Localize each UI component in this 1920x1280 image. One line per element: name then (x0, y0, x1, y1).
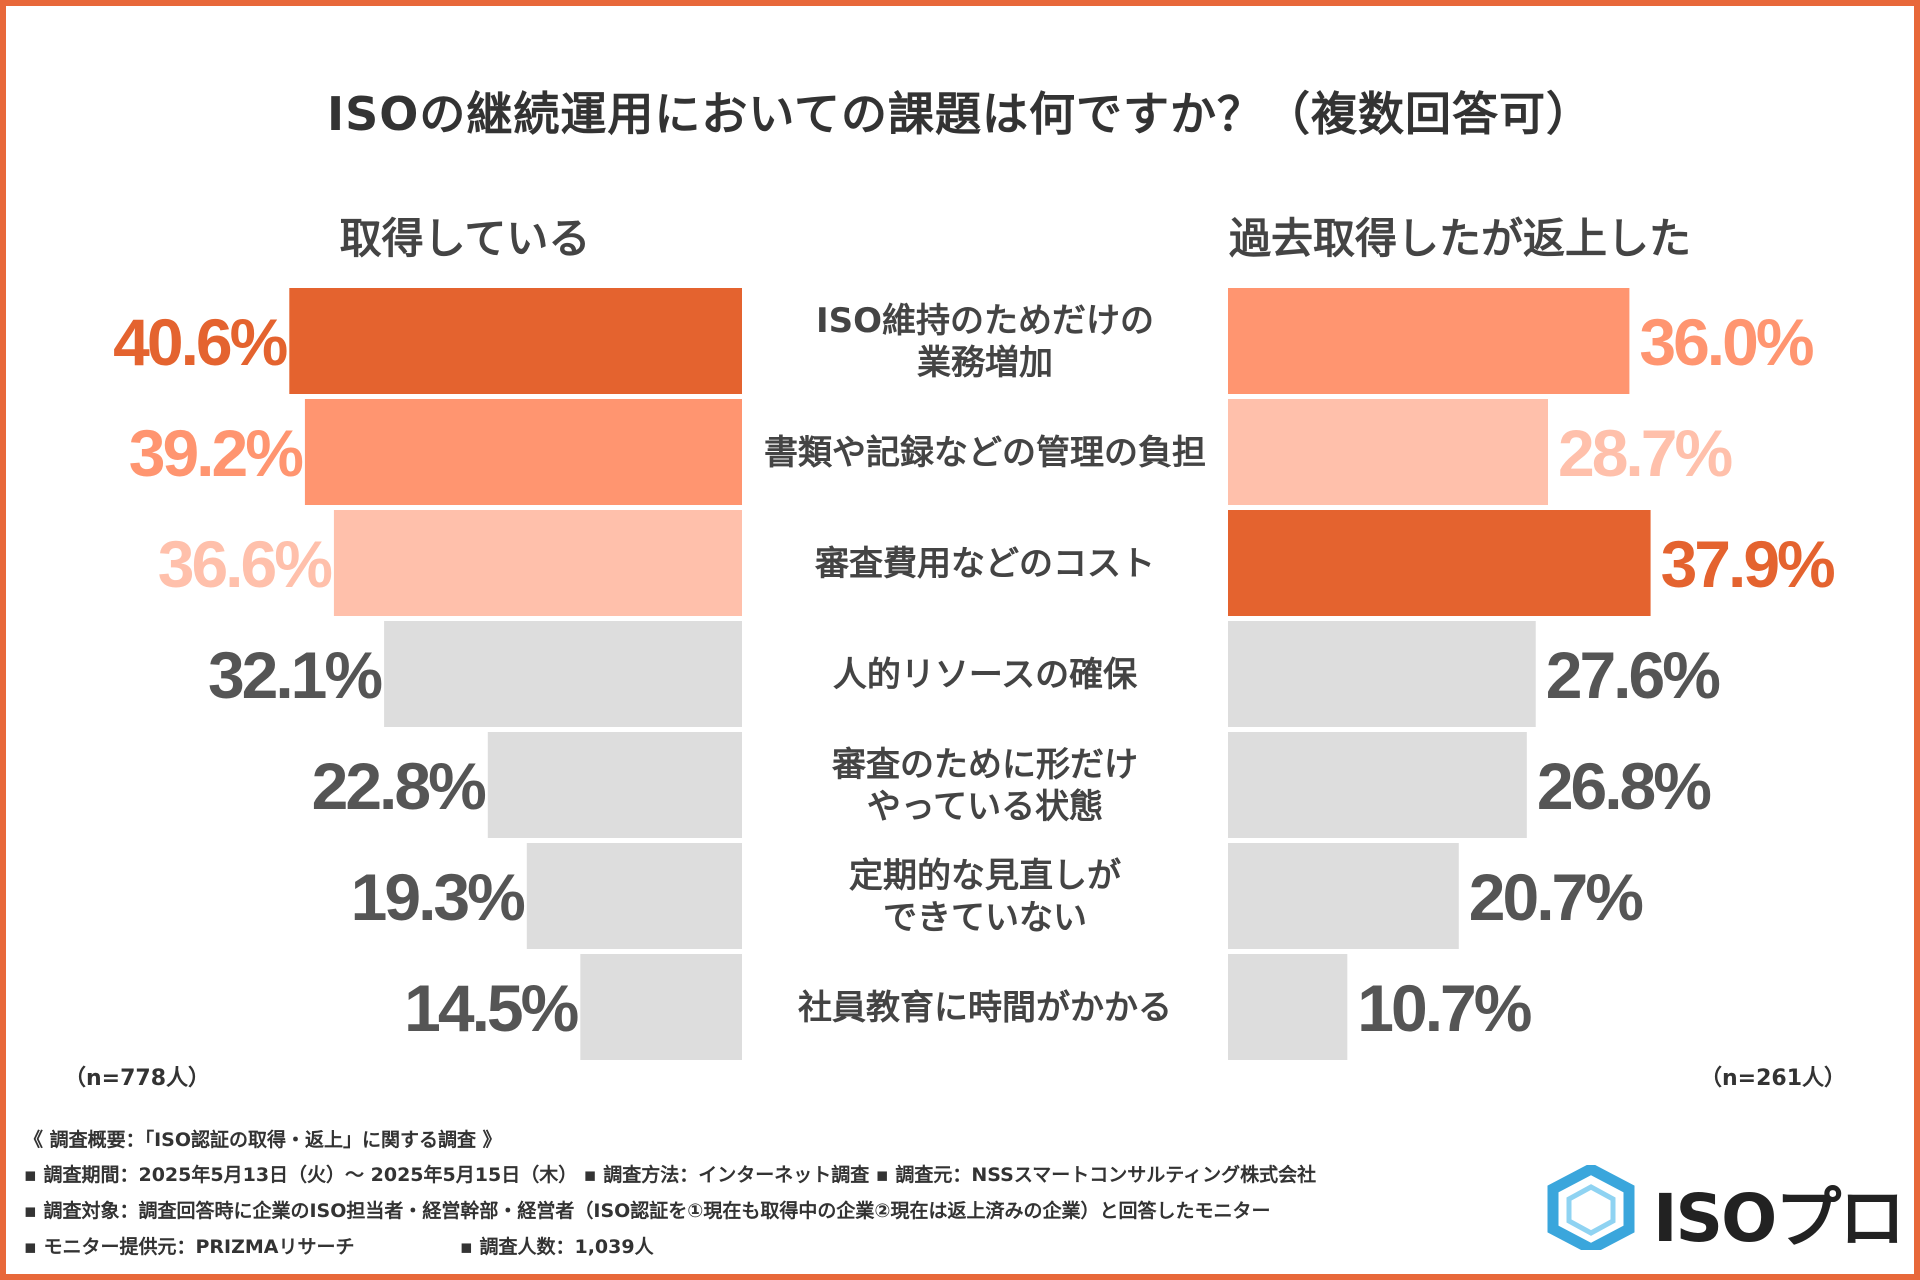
hexagon-icon (1547, 1165, 1635, 1250)
category-label: 人的リソースの確保 (833, 655, 1138, 695)
logo-text: ISOプロ (1653, 1180, 1905, 1257)
right-value-label: 10.7% (1357, 971, 1530, 1045)
left-bar (580, 954, 742, 1060)
left-bar (333, 510, 742, 616)
left-bar (384, 621, 742, 727)
left-value-label: 32.1% (208, 638, 381, 712)
category-label: 審査のために形だけ (831, 745, 1138, 785)
left-bar (289, 288, 742, 394)
category-label: 社員教育に時間がかかる (798, 988, 1172, 1028)
survey-period-line: ▪ 調査期間：2025年5月13日（火）～ 2025年5月15日（木） ▪ 調査… (24, 1164, 1317, 1186)
left-bar (487, 732, 742, 838)
chart-title: ISOの継続運用においての課題は何ですか？（複数回答可） (327, 87, 1593, 141)
category-label: 書類や記録などの管理の負担 (764, 433, 1206, 473)
survey-target-line: ▪ 調査対象：調査回答時に企業のISO担当者・経営幹部・経営者（ISO認証を①現… (24, 1200, 1271, 1222)
left-value-label: 14.5% (404, 971, 577, 1045)
left-value-label: 22.8% (312, 749, 485, 823)
right-bar (1228, 288, 1630, 394)
left-series-heading: 取得している (339, 214, 591, 263)
right-value-label: 27.6% (1546, 638, 1719, 712)
right-sample-size: （n=261人） (1700, 1066, 1847, 1091)
right-bar (1228, 399, 1549, 505)
category-label: できていない (883, 898, 1087, 938)
left-bar (526, 843, 742, 949)
right-bar (1228, 621, 1536, 727)
right-bar (1228, 843, 1459, 949)
right-bar (1228, 510, 1651, 616)
right-bar (1228, 954, 1348, 1060)
right-value-label: 37.9% (1661, 527, 1834, 601)
left-value-label: 36.6% (158, 527, 331, 601)
category-label: やっている状態 (867, 787, 1103, 827)
left-value-label: 19.3% (351, 860, 524, 934)
category-label: 定期的な見直しが (849, 856, 1121, 896)
survey-provider: ▪ モニター提供元：PRIZMAリサーチ (24, 1236, 355, 1258)
survey-summary-heading: 《 調査概要：「ISO認証の取得・返上」に関する調査 》 (24, 1129, 502, 1151)
isopro-logo: ISOプロ (1545, 1165, 1905, 1257)
left-bar (304, 399, 742, 505)
survey-count: ▪ 調査人数：1,039人 (460, 1236, 654, 1258)
left-value-label: 40.6% (113, 305, 286, 379)
right-bar (1228, 732, 1527, 838)
left-sample-size: （n=778人） (64, 1066, 211, 1091)
right-series-heading: 過去取得したが返上した (1228, 214, 1691, 263)
category-label: 業務増加 (917, 343, 1053, 383)
right-value-label: 36.0% (1639, 305, 1812, 379)
category-label: 審査費用などのコスト (814, 544, 1155, 584)
right-value-label: 26.8% (1537, 749, 1710, 823)
category-label: ISO維持のためだけの (816, 301, 1154, 341)
right-value-label: 20.7% (1469, 860, 1642, 934)
right-value-label: 28.7% (1558, 416, 1731, 490)
left-value-label: 39.2% (129, 416, 302, 490)
